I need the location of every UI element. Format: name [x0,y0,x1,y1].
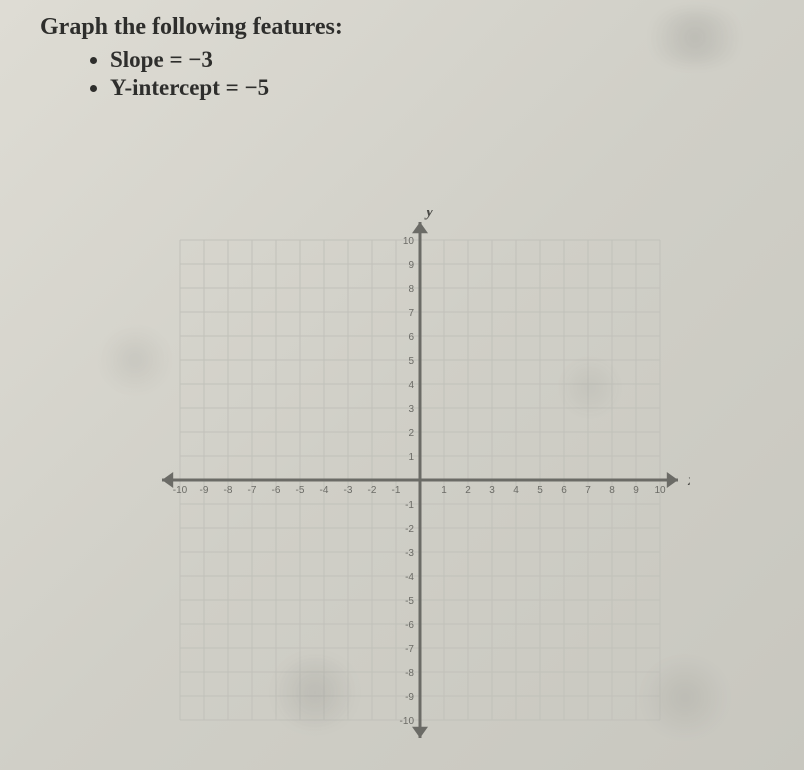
svg-text:7: 7 [585,485,591,496]
y-axis-label: y [424,210,434,220]
svg-text:7: 7 [408,308,414,319]
question-prompt: Graph the following features: Slope = −3… [40,14,343,103]
svg-text:-1: -1 [405,500,414,511]
svg-text:-6: -6 [272,485,281,496]
svg-text:-10: -10 [400,716,415,727]
graph-svg: 1 2 3 4 5 6 7 8 9 10 -10 -9 -8 -7 -6 -5 -4 -3 -2 -1 1 2 3 4 5 6 7 8… [150,210,690,750]
prompt-heading: Graph the following features: [40,14,343,41]
svg-text:6: 6 [561,485,567,496]
svg-text:-4: -4 [320,485,329,496]
prompt-item-yintercept: Y-intercept = −5 [110,75,343,101]
svg-text:5: 5 [537,485,543,496]
page: Graph the following features: Slope = −3… [0,0,804,770]
svg-text:-6: -6 [405,620,414,631]
svg-text:-2: -2 [368,485,377,496]
svg-text:8: 8 [609,485,615,496]
svg-text:-10: -10 [173,485,188,496]
equals-sign: = [169,47,188,72]
svg-text:6: 6 [408,332,414,343]
svg-text:-9: -9 [200,485,209,496]
svg-text:2: 2 [465,485,471,496]
prompt-item-slope: Slope = −3 [110,47,343,73]
svg-text:-8: -8 [224,485,233,496]
svg-text:-4: -4 [405,572,414,583]
yintercept-label: Y-intercept [110,75,220,100]
svg-text:-3: -3 [344,485,353,496]
coordinate-plane[interactable]: 1 2 3 4 5 6 7 8 9 10 -10 -9 -8 -7 -6 -5 -4 -3 -2 -1 1 2 3 4 5 6 7 8… [150,210,690,750]
svg-text:-1: -1 [392,485,401,496]
svg-text:-7: -7 [405,644,414,655]
svg-text:1: 1 [408,452,414,463]
svg-text:-3: -3 [405,548,414,559]
svg-text:5: 5 [408,356,414,367]
smudge [640,10,750,65]
svg-text:4: 4 [408,380,414,391]
svg-text:-5: -5 [296,485,305,496]
svg-text:-9: -9 [405,692,414,703]
svg-text:3: 3 [408,404,414,415]
slope-value: −3 [188,47,213,72]
svg-text:10: 10 [403,236,415,247]
yintercept-value: −5 [244,75,269,100]
svg-text:-2: -2 [405,524,414,535]
equals-sign: = [226,75,245,100]
x-axis-label: x [687,472,690,489]
svg-text:8: 8 [408,284,414,295]
svg-text:10: 10 [654,485,666,496]
svg-text:2: 2 [408,428,414,439]
svg-text:9: 9 [408,260,414,271]
svg-text:3: 3 [489,485,495,496]
svg-text:9: 9 [633,485,639,496]
svg-text:1: 1 [441,485,447,496]
slope-label: Slope [110,47,164,72]
svg-text:4: 4 [513,485,519,496]
svg-text:-5: -5 [405,596,414,607]
svg-text:-8: -8 [405,668,414,679]
svg-text:-7: -7 [248,485,257,496]
prompt-list: Slope = −3 Y-intercept = −5 [110,47,343,101]
